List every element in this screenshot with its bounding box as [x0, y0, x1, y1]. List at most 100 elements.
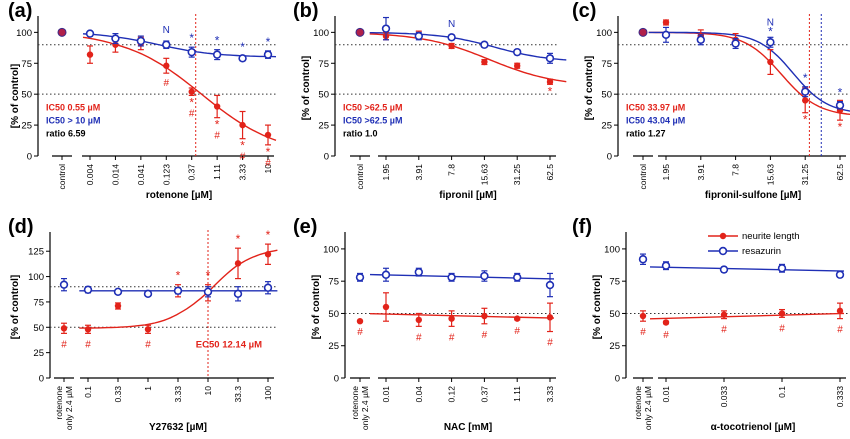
legend: neurite length resazurin [708, 231, 800, 257]
significance-star: * [215, 34, 220, 48]
x-control-label: control [355, 164, 365, 190]
y-tick-label: 50 [328, 309, 339, 320]
y-axis-label: [% of control] [584, 56, 595, 120]
significance-hash: # [449, 332, 455, 343]
significance-hash: # [482, 330, 488, 341]
resazurin-point [512, 47, 522, 57]
significance-hash: # [85, 339, 91, 350]
resazurin-point [187, 47, 196, 57]
neurite-point [767, 58, 774, 66]
y-tick-label: 0 [27, 152, 32, 163]
resazurin-point [766, 38, 775, 47]
panel-f: (f) 0 25 50 75 100 [% of control] 0.01 0.033 0.1 0… [572, 216, 848, 433]
panel-c: (c) 0 25 50 75 100 [% of control] 1.95 3.91 7.8 15… [572, 0, 850, 201]
resazurin-point [545, 54, 555, 63]
neurite-point [188, 88, 195, 95]
significance-n: N [448, 19, 455, 30]
resazurin-point [480, 271, 489, 281]
neurite-point [481, 58, 488, 66]
y-tick-label: 100 [28, 272, 44, 283]
significance-hash: # [61, 339, 67, 350]
resazurin-control-point [59, 280, 69, 289]
neurite-point [720, 311, 728, 318]
x-tick-label: 0.1 [777, 386, 787, 398]
x-tick-label: 1 [143, 386, 153, 391]
neurite-point [546, 78, 554, 86]
legend-neurite-label: neurite length [742, 231, 800, 242]
neurite-point [264, 251, 272, 258]
significance-hash: # [779, 323, 785, 334]
panel-letter: (b) [293, 0, 319, 22]
x-tick-label: 1.95 [381, 164, 391, 181]
resazurin-fit-line [649, 266, 845, 272]
neurite-point [86, 51, 94, 58]
y-tick-label: 75 [318, 59, 329, 70]
x-tick-label: 3.91 [414, 164, 424, 181]
neurite-fit-line [79, 249, 278, 329]
neurite-point [662, 319, 670, 326]
neurite-control-point [60, 325, 68, 332]
y-tick-label: 100 [604, 244, 620, 255]
resazurin-point [414, 31, 423, 41]
significance-star: * [803, 113, 808, 127]
panel-d: (d) 0 25 50 75 100 125 [% of control] 0.1 0.33 1 3.… [8, 216, 278, 433]
y-tick-label: 125 [28, 247, 44, 258]
neurite-point [546, 314, 554, 321]
significance-hash: # [837, 325, 843, 336]
legend-resazurin-label: resazurin [742, 246, 781, 257]
y-tick-label: 25 [21, 121, 32, 132]
neurite-point [662, 19, 670, 26]
y-tick-label: 100 [323, 244, 339, 255]
significance-star: * [266, 145, 271, 159]
neurite-point [481, 312, 488, 320]
y-tick-label: 25 [609, 341, 620, 352]
ic50-annotation: IC50 >62.5 µM [343, 115, 402, 125]
x-tick-label: 10 [263, 164, 273, 174]
resazurin-point [85, 29, 95, 38]
resazurin-fit-line [369, 32, 567, 61]
x-control-label-line: rotenone [350, 386, 360, 420]
x-tick-label: 0.33 [113, 386, 123, 403]
legend-neurite-marker [719, 232, 727, 240]
x-tick-label: 3.33 [545, 386, 555, 403]
y-tick-label: 50 [21, 90, 32, 101]
ic50-annotation: IC50 >62.5 µM [343, 102, 402, 112]
y-tick-label: 75 [33, 297, 44, 308]
y-axis-label: [% of control] [10, 275, 21, 339]
resazurin-point [480, 40, 489, 49]
significance-star: * [240, 139, 245, 153]
significance-hash: # [721, 325, 727, 336]
x-tick-label: 3.33 [173, 386, 183, 403]
x-tick-label: 31.25 [512, 164, 522, 186]
neurite-fit-line [369, 33, 567, 83]
resazurin-point [661, 30, 671, 40]
significance-hash: # [164, 78, 170, 89]
panel-b: (b) 0 25 50 75 100 [% of control] 1.95 3.91 7.8 15… [293, 0, 567, 201]
neurite-point [234, 260, 242, 267]
x-tick-label: 1.11 [512, 386, 522, 402]
panel-letter: (d) [8, 216, 34, 238]
x-tick-label: 0.01 [661, 386, 671, 403]
x-tick-label: 0.37 [479, 386, 489, 403]
x-tick-label: 1.95 [661, 164, 671, 181]
significance-hash: # [547, 338, 553, 349]
neurite-control-point [356, 318, 364, 325]
x-tick-label: 7.8 [731, 164, 741, 176]
significance-star: * [266, 228, 271, 242]
y-tick-label: 25 [601, 121, 612, 132]
x-tick-label: 33.3 [233, 386, 243, 403]
resazurin-point [238, 54, 247, 63]
significance-star: * [548, 84, 553, 98]
resazurin-fit-line [648, 31, 850, 112]
ic50-annotation: IC50 > 10 µM [46, 115, 100, 125]
control-point [57, 27, 67, 37]
x-tick-label: 3.91 [696, 164, 706, 181]
resazurin-point [835, 270, 845, 279]
neurite-point [448, 42, 455, 50]
resazurin-point [111, 34, 120, 43]
x-control-label: control [638, 164, 648, 190]
neurite-point [264, 131, 272, 139]
resazurin-point [212, 50, 222, 59]
y-tick-label: 0 [324, 152, 329, 163]
resazurin-point [381, 24, 391, 33]
